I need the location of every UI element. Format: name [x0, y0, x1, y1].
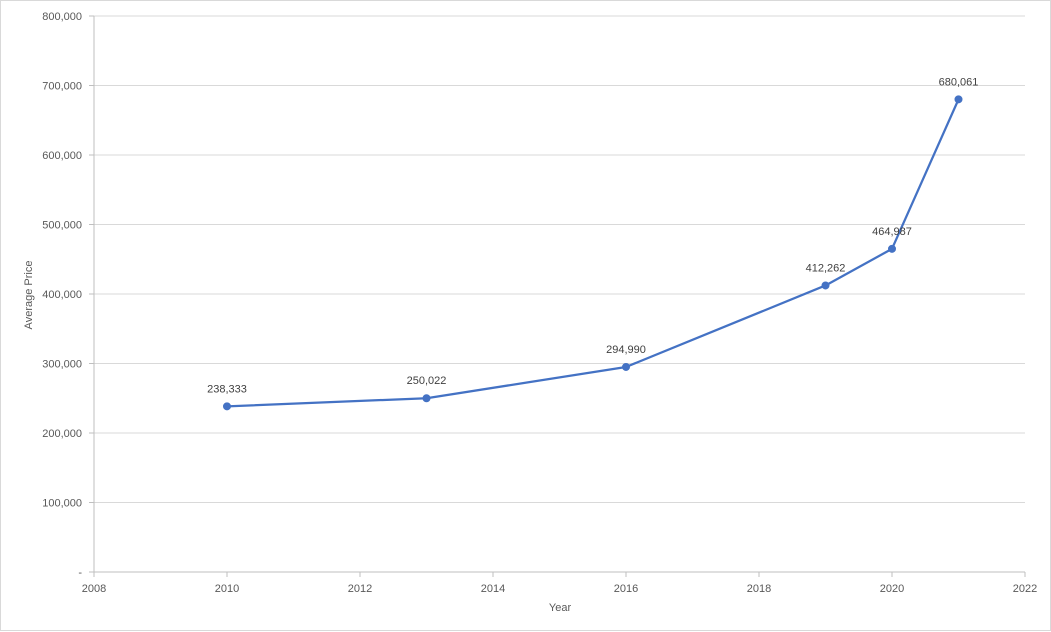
data-label: 412,262 [806, 262, 846, 274]
y-tick-label: 500,000 [42, 220, 82, 232]
y-tick-label: 200,000 [42, 428, 82, 440]
x-tick-label: 2014 [481, 583, 505, 595]
y-tick-label: 100,000 [42, 498, 82, 510]
x-tick-label: 2012 [348, 583, 372, 595]
data-point [622, 362, 630, 371]
data-point [888, 244, 896, 253]
x-axis-ticks: 2008 2010 2012 2014 2016 2018 2020 2022 [82, 572, 1037, 595]
data-point [954, 95, 963, 104]
data-label: 464,987 [872, 226, 912, 238]
gridlines [94, 15, 1025, 503]
x-tick-label: 2018 [747, 583, 771, 595]
series-line [226, 98, 960, 408]
y-axis-title: Average Price [23, 261, 35, 330]
data-label: 250,022 [407, 375, 447, 387]
data-point [821, 281, 830, 290]
y-tick-label: 300,000 [42, 359, 82, 371]
x-tick-label: 2008 [82, 583, 106, 595]
x-axis-title: Year [549, 602, 572, 614]
series-layer [223, 95, 963, 411]
data-label: 238,333 [207, 383, 247, 395]
data-labels: 238,333 250,022 294,990 412,262 464,987 680,0… [207, 76, 978, 395]
data-label: 294,990 [606, 344, 646, 356]
y-axis-ticks: - 100,000 200,000 300,000 400,000 500,000 600,… [42, 11, 94, 579]
x-tick-label: 2010 [215, 583, 239, 595]
x-tick-label: 2020 [880, 583, 904, 595]
data-point [422, 394, 431, 403]
y-tick-label: 800,000 [42, 11, 82, 23]
x-tick-label: 2016 [614, 583, 638, 595]
data-label: 680,061 [939, 76, 979, 88]
y-tick-label: 400,000 [42, 289, 82, 301]
y-tick-label: 700,000 [42, 81, 82, 93]
y-tick-label: - [78, 567, 82, 579]
x-tick-label: 2022 [1013, 583, 1037, 595]
y-tick-label: 600,000 [42, 150, 82, 162]
data-point [223, 402, 231, 411]
